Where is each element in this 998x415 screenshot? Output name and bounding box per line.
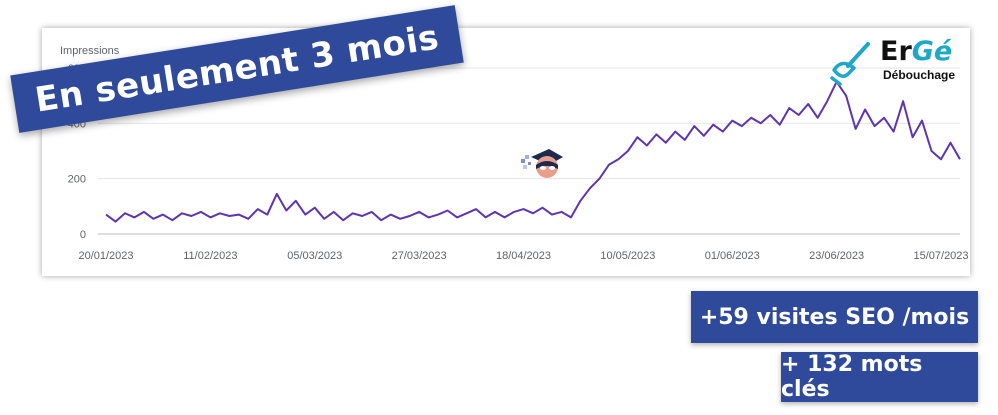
x-tick-label: 10/05/2023 [600, 250, 655, 262]
ninja-mascot-icon [521, 149, 563, 178]
brand-logo: ErGé Débouchage [828, 36, 978, 90]
x-tick-label: 01/06/2023 [705, 250, 760, 262]
x-tick-label: 27/03/2023 [392, 250, 447, 262]
y-axis-title: Impressions [60, 45, 120, 57]
x-tick-label: 20/01/2023 [78, 250, 133, 262]
x-tick-label: 15/07/2023 [913, 250, 968, 262]
brand-name: ErGé [880, 36, 953, 67]
x-tick-label: 18/04/2023 [496, 250, 551, 262]
brand-subtitle: Débouchage [883, 68, 956, 82]
x-tick-label: 05/03/2023 [287, 250, 342, 262]
keywords-badge: + 132 mots clés [781, 352, 978, 402]
x-tick-label: 11/02/2023 [183, 250, 237, 262]
plunger-icon [830, 42, 870, 86]
x-tick-label: 23/06/2023 [809, 250, 864, 262]
y-tick-label: 200 [68, 174, 86, 186]
series-line [105, 80, 961, 223]
seo-visits-badge: +59 visites SEO /mois [691, 291, 978, 343]
y-tick-label: 0 [80, 229, 86, 241]
